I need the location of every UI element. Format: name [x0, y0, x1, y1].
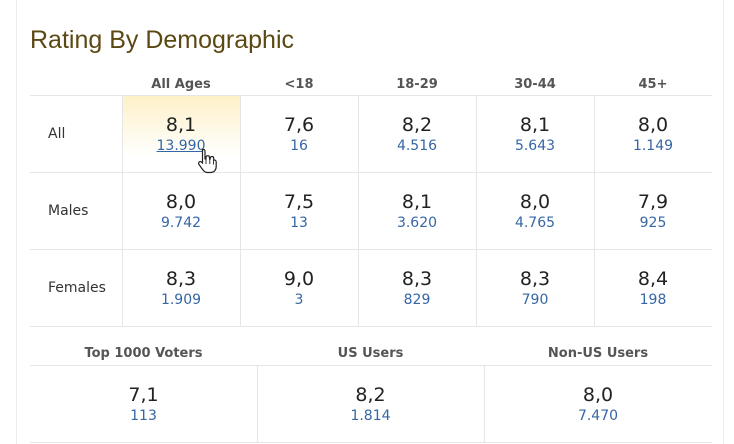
votes-link[interactable]: 1.814 [350, 408, 391, 424]
votes-link[interactable]: 7.470 [577, 408, 619, 424]
rating-value: 8,0 [582, 384, 614, 406]
votes-link[interactable]: 925 [639, 215, 667, 231]
rating-cell-males-30-44: 8,0 4.765 [476, 173, 594, 249]
rating-value: 8,1 [165, 114, 197, 136]
row-label-females: Females [48, 280, 106, 296]
votes-link[interactable]: 9.742 [160, 215, 202, 231]
divider [240, 95, 241, 326]
votes-count[interactable]: 13.990 [156, 138, 206, 154]
rating-value: 8,1 [401, 191, 433, 213]
rating-value: 8,4 [637, 268, 669, 290]
votes-link[interactable]: 3.620 [396, 215, 438, 231]
votes-link[interactable]: 113 [130, 408, 157, 424]
header-us-users: US Users [337, 346, 404, 361]
divider [594, 95, 595, 326]
rating-cell-males-under-18: 7,5 13 [240, 173, 358, 249]
votes-link[interactable]: 198 [639, 292, 667, 308]
rating-cell-females-all-ages: 8,3 1.909 [122, 250, 240, 326]
divider [358, 95, 359, 326]
rating-value: 8,3 [165, 268, 197, 290]
rating-value: 8,3 [401, 268, 433, 290]
divider [257, 365, 258, 442]
hand-pointer-icon [197, 148, 217, 174]
rating-cell-females-18-29: 8,3 829 [358, 250, 476, 326]
rating-cell-all-18-29: 8,2 4.516 [358, 96, 476, 172]
divider [30, 365, 712, 366]
row-label-males: Males [48, 203, 89, 219]
rating-value: 9,0 [283, 268, 315, 290]
votes-link[interactable]: 5.643 [514, 138, 556, 154]
header-top-1000-voters: Top 1000 Voters [84, 346, 203, 361]
votes-link[interactable]: 1.149 [632, 138, 674, 154]
divider [484, 365, 485, 442]
rating-value: 8,0 [637, 114, 669, 136]
header-non-us-users: Non-US Users [547, 346, 649, 361]
votes-link[interactable]: 4.765 [514, 215, 556, 231]
rating-cell-females-30-44: 8,3 790 [476, 250, 594, 326]
rating-value: 8,2 [355, 384, 386, 406]
rating-value: 8,1 [519, 114, 551, 136]
votes-link[interactable]: 829 [403, 292, 431, 308]
row-label-all: All [48, 126, 66, 142]
header-all-ages: All Ages [151, 77, 211, 92]
rating-cell-females-45-plus: 8,4 198 [594, 250, 712, 326]
votes-link[interactable]: 13.990 [122, 138, 240, 154]
votes-link[interactable]: 3 [294, 292, 304, 308]
divider [30, 442, 712, 443]
divider [30, 95, 712, 96]
rating-value: 7,5 [283, 191, 315, 213]
rating-panel [16, 0, 724, 444]
rating-cell-all-45-plus: 8,0 1.149 [594, 96, 712, 172]
rating-cell-non-us-users: 8,0 7.470 [484, 366, 712, 442]
rating-cell-females-under-18: 9,0 3 [240, 250, 358, 326]
votes-link[interactable]: 13 [290, 215, 308, 231]
header-under-18: <18 [284, 77, 314, 92]
page-title: Rating By Demographic [30, 26, 295, 54]
rating-cell-top-1000-voters: 7,1 113 [30, 366, 257, 442]
header-18-29: 18-29 [396, 77, 438, 92]
rating-value: 8,3 [519, 268, 551, 290]
votes-link[interactable]: 16 [290, 138, 308, 154]
rating-cell-us-users: 8,2 1.814 [257, 366, 484, 442]
rating-value: 8,0 [165, 191, 197, 213]
rating-cell-all-all-ages: 8,1 13.990 [122, 96, 240, 172]
header-45-plus: 45+ [638, 77, 668, 92]
header-30-44: 30-44 [514, 77, 556, 92]
votes-link[interactable]: 790 [521, 292, 549, 308]
divider [476, 95, 477, 326]
rating-cell-all-30-44: 8,1 5.643 [476, 96, 594, 172]
divider [30, 172, 712, 173]
rating-value: 8,2 [401, 114, 433, 136]
rating-value: 7,9 [637, 191, 669, 213]
rating-cell-males-45-plus: 7,9 925 [594, 173, 712, 249]
rating-cell-males-all-ages: 8,0 9.742 [122, 173, 240, 249]
votes-link[interactable]: 1.909 [160, 292, 202, 308]
divider [122, 95, 123, 326]
divider [30, 326, 712, 327]
highlight-cell [123, 96, 240, 172]
rating-cell-all-under-18: 7,6 16 [240, 96, 358, 172]
votes-link[interactable]: 4.516 [396, 138, 438, 154]
rating-cell-males-18-29: 8,1 3.620 [358, 173, 476, 249]
rating-value: 7,1 [128, 384, 159, 406]
rating-value: 8,0 [519, 191, 551, 213]
rating-value: 7,6 [283, 114, 315, 136]
divider [30, 249, 712, 250]
